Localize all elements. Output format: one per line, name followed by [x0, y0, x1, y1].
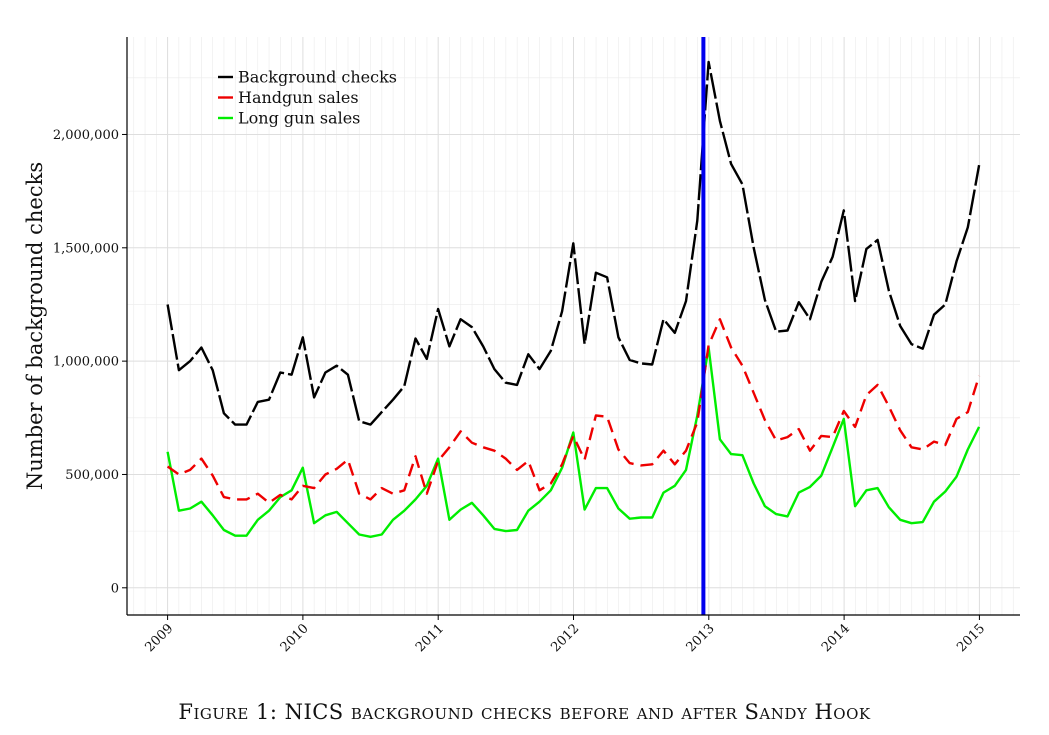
- series-line-long-gun-sales: [166, 346, 981, 538]
- x-tick-label: 2011: [413, 621, 447, 655]
- x-tick-label: 2013: [684, 621, 718, 655]
- y-tick-label: 500,000: [65, 468, 119, 483]
- x-tick-label: 2015: [954, 621, 988, 655]
- y-tick-label: 1,000,000: [53, 355, 119, 370]
- series-line-background-checks: [166, 60, 981, 426]
- x-tick-label: 2014: [819, 621, 853, 655]
- grid-major: [127, 37, 1020, 615]
- grid-minor: [133, 37, 1014, 615]
- y-tick-label: 1,500,000: [53, 241, 119, 256]
- legend-label: Handgun sales: [238, 88, 359, 107]
- x-tick-label: 2012: [548, 621, 582, 655]
- x-tick-label: 2010: [278, 621, 312, 655]
- legend-label: Long gun sales: [238, 109, 360, 128]
- x-axis-ticks: 2009 2010 2011 2012 2013 2014 2015: [142, 615, 988, 655]
- legend-label: Background checks: [238, 68, 397, 87]
- y-axis-ticks: 0 500,000 1,000,000 1,500,000 2,000,000: [53, 128, 127, 596]
- figure-caption: Figure 1: NICS background checks before …: [178, 700, 871, 724]
- y-axis-title: Number of background checks: [23, 162, 47, 490]
- y-tick-label: 2,000,000: [53, 128, 119, 143]
- series-layer: [166, 60, 981, 538]
- y-tick-label: 0: [111, 581, 119, 596]
- x-tick-label: 2009: [142, 621, 176, 655]
- series-line-handgun-sales: [166, 318, 981, 504]
